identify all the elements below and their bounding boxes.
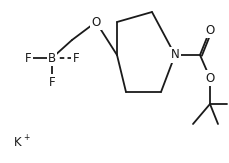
Text: F: F <box>73 52 79 65</box>
Text: N: N <box>171 49 179 61</box>
Text: O: O <box>205 72 215 84</box>
Text: K: K <box>14 135 22 148</box>
Text: B: B <box>48 52 56 65</box>
Text: F: F <box>25 52 31 65</box>
Text: +: + <box>23 133 29 141</box>
Text: O: O <box>205 23 215 37</box>
Text: O: O <box>91 15 101 29</box>
Text: F: F <box>49 75 55 89</box>
